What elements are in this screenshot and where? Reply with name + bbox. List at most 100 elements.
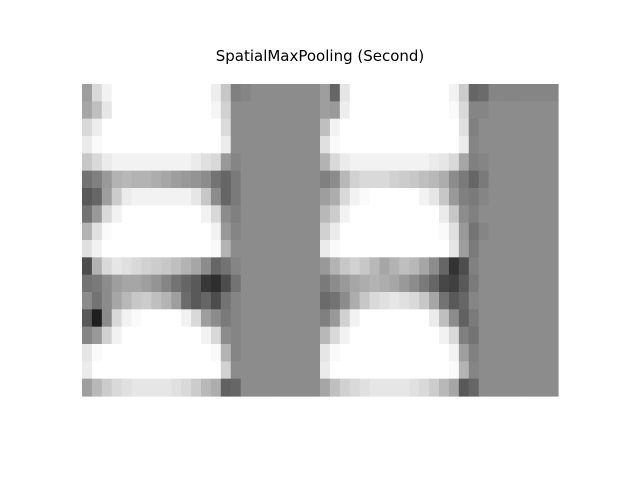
heatmap-cell-r12-c16 <box>240 292 252 310</box>
heatmap-cell-r2-c15 <box>230 118 242 137</box>
heatmap-cell-r3-c42 <box>498 136 510 154</box>
heatmap-cell-r15-c27 <box>349 344 361 362</box>
heatmap-cell-r5-c18 <box>260 170 272 189</box>
heatmap-cell-r0-c12 <box>201 84 212 102</box>
heatmap-cell-r3-c8 <box>161 136 172 154</box>
heatmap-cell-r4-c24 <box>320 153 331 172</box>
heatmap-cell-r8-c24 <box>320 222 331 241</box>
heatmap-cell-r7-c24 <box>320 205 331 224</box>
heatmap-cell-r8-c23 <box>310 222 321 241</box>
heatmap-cell-r4-c39 <box>468 153 480 172</box>
heatmap-cell-r17-c43 <box>508 378 519 397</box>
heatmap-cell-r1-c43 <box>508 101 519 120</box>
heatmap-cell-r5-c45 <box>528 170 539 189</box>
heatmap-cell-r2-c22 <box>300 118 311 137</box>
heatmap-cell-r12-c10 <box>181 292 192 310</box>
heatmap-cell-r12-c35 <box>429 292 440 310</box>
heatmap-cell-r10-c41 <box>488 257 500 276</box>
heatmap-cell-r0-c18 <box>260 84 272 102</box>
heatmap-cell-r17-c14 <box>220 378 232 397</box>
heatmap-cell-r3-c34 <box>419 136 430 154</box>
heatmap-cell-r3-c11 <box>191 136 202 154</box>
heatmap-cell-r15-c12 <box>201 344 212 362</box>
heatmap-cell-r3-c22 <box>300 136 311 154</box>
heatmap-cell-r15-c28 <box>359 344 371 362</box>
heatmap-cell-r8-c30 <box>379 222 391 241</box>
heatmap-cell-r17-c35 <box>429 378 440 397</box>
heatmap-cell-r5-c34 <box>419 170 430 189</box>
heatmap-cell-r15-c42 <box>498 344 510 362</box>
heatmap-cell-r6-c21 <box>290 188 301 206</box>
heatmap-cell-r14-c23 <box>310 326 321 345</box>
heatmap-cell-r4-c13 <box>210 153 222 172</box>
heatmap-cell-r6-c23 <box>310 188 321 206</box>
heatmap-cell-r13-c26 <box>339 309 351 328</box>
heatmap-cell-r3-c6 <box>141 136 153 154</box>
heatmap-cell-r13-c47 <box>548 309 559 328</box>
heatmap-cell-r7-c25 <box>329 205 341 224</box>
heatmap-cell-r0-c6 <box>141 84 153 102</box>
heatmap-cell-r10-c32 <box>399 257 410 276</box>
heatmap-cell-r2-c41 <box>488 118 500 137</box>
heatmap-cell-r2-c40 <box>478 118 490 137</box>
heatmap-cell-r16-c16 <box>240 361 252 380</box>
heatmap-cell-r5-c32 <box>399 170 410 189</box>
heatmap-cell-r14-c39 <box>468 326 480 345</box>
heatmap-cell-r14-c18 <box>260 326 272 345</box>
heatmap-cell-r6-c8 <box>161 188 172 206</box>
heatmap-cell-r7-c35 <box>429 205 440 224</box>
heatmap-cell-r2-c46 <box>538 118 549 137</box>
heatmap-cell-r14-c45 <box>528 326 539 345</box>
heatmap-cell-r10-c44 <box>518 257 529 276</box>
heatmap-cell-r14-c20 <box>280 326 291 345</box>
heatmap-cell-r6-c35 <box>429 188 440 206</box>
heatmap-cell-r5-c43 <box>508 170 519 189</box>
heatmap-cell-r10-c13 <box>210 257 222 276</box>
heatmap-cell-r12-c14 <box>220 292 232 310</box>
heatmap-cell-r9-c28 <box>359 240 371 258</box>
heatmap-cell-r5-c14 <box>220 170 232 189</box>
heatmap-cell-r15-c14 <box>220 344 232 362</box>
heatmap-cell-r11-c42 <box>498 274 510 293</box>
heatmap-cell-r5-c5 <box>131 170 143 189</box>
heatmap-cell-r11-c7 <box>151 274 162 293</box>
heatmap-cell-r4-c34 <box>419 153 430 172</box>
heatmap-cell-r11-c30 <box>379 274 391 293</box>
heatmap-cell-r17-c3 <box>111 378 123 397</box>
heatmap-cell-r11-c38 <box>458 274 470 293</box>
heatmap-cell-r13-c25 <box>329 309 341 328</box>
heatmap-cell-r8-c26 <box>339 222 351 241</box>
heatmap-cell-r4-c38 <box>458 153 470 172</box>
heatmap-cell-r17-c26 <box>339 378 351 397</box>
heatmap-cell-r6-c29 <box>369 188 381 206</box>
heatmap-cell-r0-c29 <box>369 84 381 102</box>
heatmap-cell-r11-c6 <box>141 274 153 293</box>
heatmap-cell-r10-c11 <box>191 257 202 276</box>
heatmap-cell-r7-c27 <box>349 205 361 224</box>
heatmap-cell-r0-c34 <box>419 84 430 102</box>
heatmap-cell-r13-c21 <box>290 309 301 328</box>
heatmap-cell-r0-c45 <box>528 84 539 102</box>
heatmap-cell-r9-c18 <box>260 240 272 258</box>
heatmap-cell-r1-c35 <box>429 101 440 120</box>
heatmap-cell-r6-c13 <box>210 188 222 206</box>
heatmap-cell-r5-c42 <box>498 170 510 189</box>
heatmap-cell-r6-c44 <box>518 188 529 206</box>
heatmap-cell-r2-c29 <box>369 118 381 137</box>
heatmap-cell-r16-c30 <box>379 361 391 380</box>
heatmap-cell-r5-c8 <box>161 170 172 189</box>
heatmap-cell-r15-c20 <box>280 344 291 362</box>
heatmap-cell-r12-c25 <box>329 292 341 310</box>
heatmap-cell-r9-c32 <box>399 240 410 258</box>
heatmap-cell-r12-c9 <box>171 292 182 310</box>
heatmap-cell-r12-c44 <box>518 292 529 310</box>
heatmap-cell-r1-c32 <box>399 101 410 120</box>
heatmap-cell-r17-c24 <box>320 378 331 397</box>
heatmap-cell-r16-c25 <box>329 361 341 380</box>
heatmap-cell-r10-c47 <box>548 257 559 276</box>
heatmap-cell-r6-c27 <box>349 188 361 206</box>
heatmap-cell-r12-c15 <box>230 292 242 310</box>
heatmap-cell-r16-c23 <box>310 361 321 380</box>
heatmap-cell-r2-c25 <box>329 118 341 137</box>
heatmap-cell-r13-c32 <box>399 309 410 328</box>
